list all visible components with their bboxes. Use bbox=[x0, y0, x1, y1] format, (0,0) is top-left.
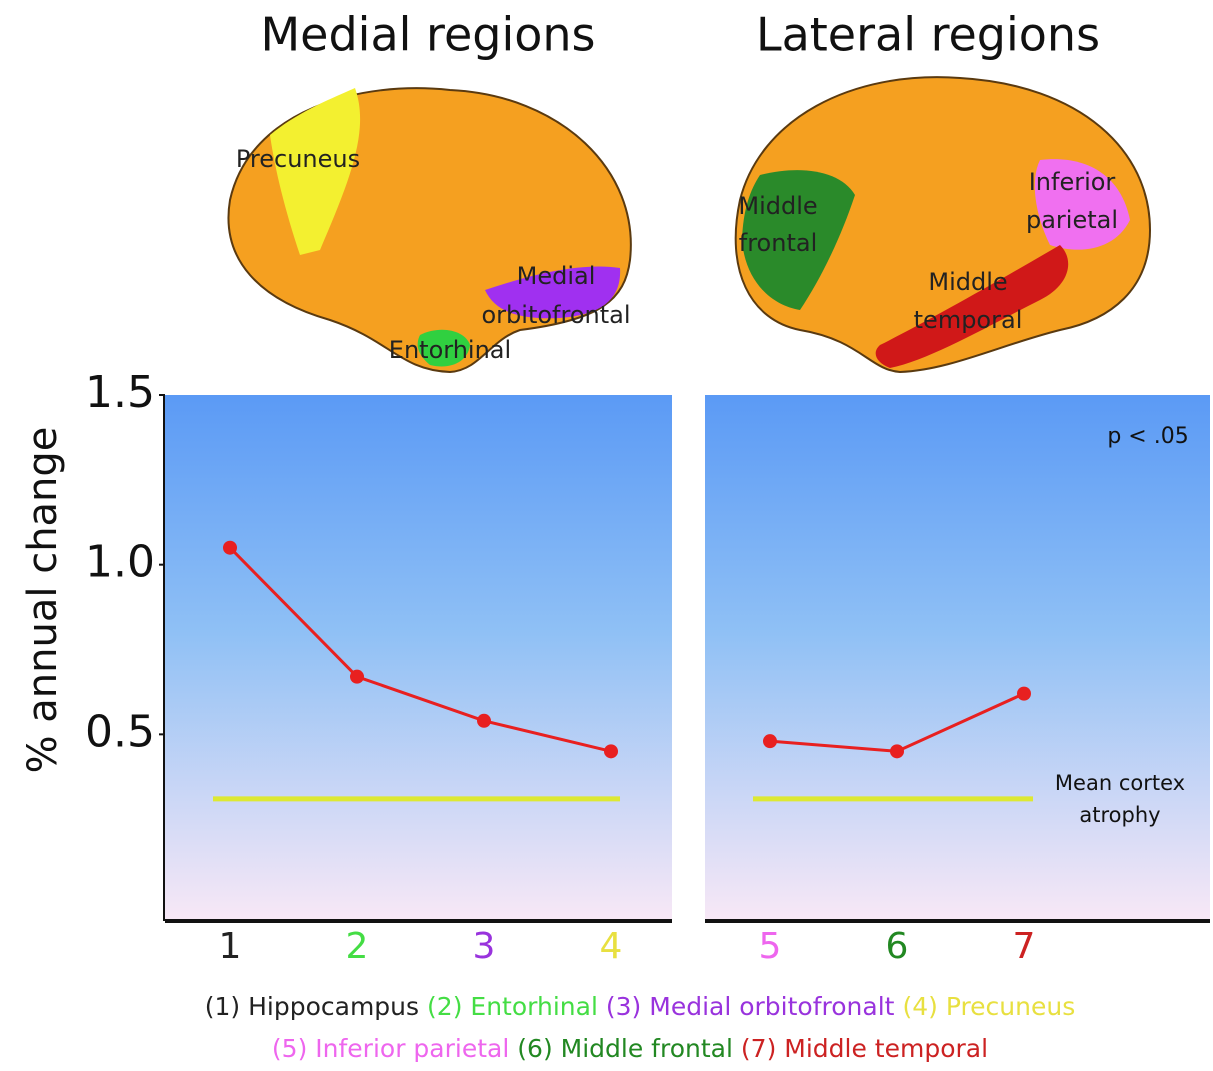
y-tick-label: 1.5 bbox=[85, 367, 155, 418]
legend-item: (1) Hippocampus bbox=[205, 992, 419, 1021]
x-tick-label: 4 bbox=[600, 926, 623, 967]
legend-item: (2) Entorhinal bbox=[427, 992, 598, 1021]
figure: Medial regions Precuneus Medial orbitofront… bbox=[0, 0, 1213, 1071]
plot-background bbox=[165, 395, 672, 921]
brain-title: Medial regions bbox=[260, 8, 595, 62]
data-point bbox=[223, 541, 237, 555]
region-label: Inferior bbox=[1029, 168, 1116, 196]
legend-row: (1) Hippocampus (2) Entorhinal (3) Medial … bbox=[205, 992, 1076, 1021]
region-label: frontal bbox=[739, 229, 817, 257]
data-point bbox=[350, 670, 364, 684]
data-point bbox=[1017, 687, 1031, 701]
region-label: Middle bbox=[928, 268, 1007, 296]
region-label: Precuneus bbox=[236, 145, 360, 173]
region-label: temporal bbox=[914, 306, 1023, 334]
data-point bbox=[477, 714, 491, 728]
x-tick-label: 7 bbox=[1013, 926, 1036, 967]
legend-item: (6) Middle frontal bbox=[517, 1034, 733, 1063]
x-tick-label: 2 bbox=[346, 926, 369, 967]
annotation: Mean cortex bbox=[1055, 771, 1185, 795]
brain-title: Lateral regions bbox=[756, 8, 1100, 62]
annotation: p < .05 bbox=[1107, 424, 1188, 449]
legend-item: (5) Inferior parietal bbox=[272, 1034, 509, 1063]
y-tick-label: 0.5 bbox=[85, 706, 155, 757]
legend-item: (3) Medial orbitofronalt bbox=[606, 992, 895, 1021]
legend-row: (5) Inferior parietal (6) Middle frontal (… bbox=[272, 1034, 988, 1063]
x-tick-label: 6 bbox=[886, 926, 909, 967]
data-point bbox=[604, 744, 618, 758]
region-label: Entorhinal bbox=[389, 336, 511, 364]
data-point bbox=[763, 734, 777, 748]
annotation: atrophy bbox=[1079, 803, 1160, 827]
y-axis-label: % annual change bbox=[20, 427, 66, 774]
plot-background bbox=[705, 395, 1210, 921]
legend-item: (4) Precuneus bbox=[902, 992, 1075, 1021]
y-tick-label: 1.0 bbox=[85, 537, 155, 588]
region-label: orbitofrontal bbox=[481, 301, 630, 329]
data-point bbox=[890, 744, 904, 758]
x-tick-label: 1 bbox=[219, 926, 242, 967]
region-label: Middle bbox=[738, 192, 817, 220]
region-label: Medial bbox=[517, 262, 596, 290]
x-tick-label: 5 bbox=[759, 926, 782, 967]
region-label: parietal bbox=[1026, 206, 1118, 234]
legend-item: (7) Middle temporal bbox=[741, 1034, 988, 1063]
medial-brain bbox=[228, 88, 630, 372]
x-tick-label: 3 bbox=[473, 926, 496, 967]
